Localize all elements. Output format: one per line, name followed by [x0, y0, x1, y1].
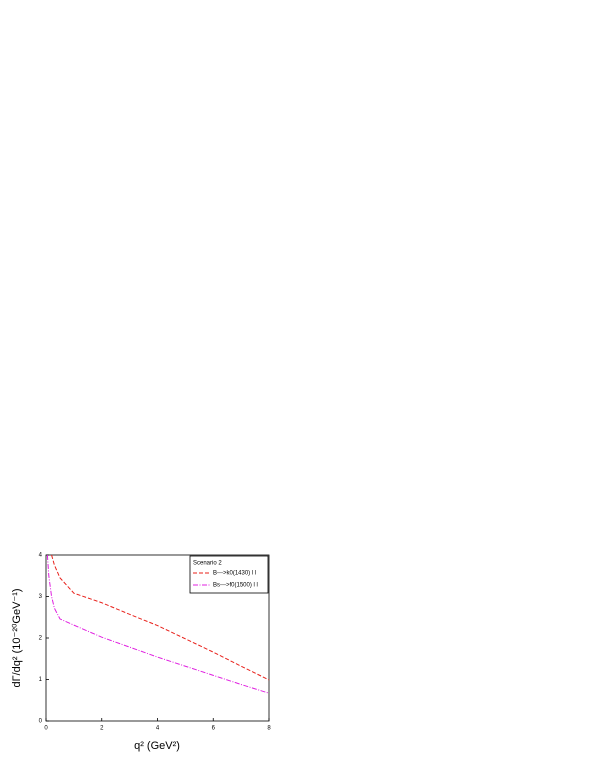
- y-tick-label: 0: [39, 719, 43, 725]
- legend-label: B--->k0(1430) l l: [213, 571, 256, 577]
- series-line: [51, 554, 270, 681]
- series-line: [46, 554, 270, 694]
- y-tick-label: 4: [39, 553, 43, 559]
- legend-box: [189, 555, 269, 594]
- x-tick-label: 4: [156, 726, 160, 732]
- legend-title: Scenario 2: [193, 561, 222, 567]
- y-tick-label: 3: [39, 594, 43, 600]
- y-tick-label: 2: [39, 636, 43, 642]
- y-axis-label: dΓ/dq² (10⁻²⁰GeV⁻¹): [11, 588, 23, 687]
- x-tick-label: 0: [44, 726, 48, 732]
- x-tick-label: 2: [100, 726, 104, 732]
- plot-frame: [45, 554, 270, 722]
- x-axis-label: q² (GeV²): [134, 740, 180, 752]
- y-tick-label: 1: [39, 677, 43, 683]
- x-tick-label: 6: [212, 726, 216, 732]
- legend-label: Bs--->f0(1500) l l: [213, 583, 258, 589]
- x-tick-label: 8: [267, 726, 271, 732]
